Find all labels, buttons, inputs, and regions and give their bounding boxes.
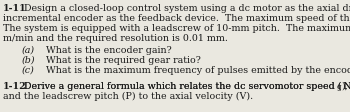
Text: What is the required gear ratio?: What is the required gear ratio? [46,56,201,64]
Text: (b): (b) [22,56,36,64]
Text: What is the encoder gain?: What is the encoder gain? [46,46,172,55]
Text: What is the maximum frequency of pulses emitted by the encoder?: What is the maximum frequency of pulses … [46,65,350,74]
Text: 1-11: 1-11 [3,4,27,13]
Text: m/min and the required resolution is 0.01 mm.: m/min and the required resolution is 0.0… [3,34,228,43]
Text: and the leadscrew pitch (P) to the axial velocity (V).: and the leadscrew pitch (P) to the axial… [3,91,253,100]
Text: Derive a general formula which relates the dc servomotor speed ( N ), the gear r: Derive a general formula which relates t… [24,81,350,90]
Text: ),: ), [341,81,348,90]
Text: Derive a general formula which relates the dc servomotor speed ( N ), the gear r: Derive a general formula which relates t… [24,81,350,90]
Text: incremental encoder as the feedback device.  The maximum speed of the motor is 1: incremental encoder as the feedback devi… [3,14,350,23]
Text: (a): (a) [22,46,35,55]
Text: Design a closed-loop control system using a dc motor as the axial drive element : Design a closed-loop control system usin… [24,4,350,13]
Text: The system is equipped with a leadscrew of 10-mm pitch.  The maximum required fe: The system is equipped with a leadscrew … [3,24,350,33]
Text: 1-12: 1-12 [3,81,27,90]
Text: g: g [336,83,341,91]
Text: (c): (c) [22,65,35,74]
